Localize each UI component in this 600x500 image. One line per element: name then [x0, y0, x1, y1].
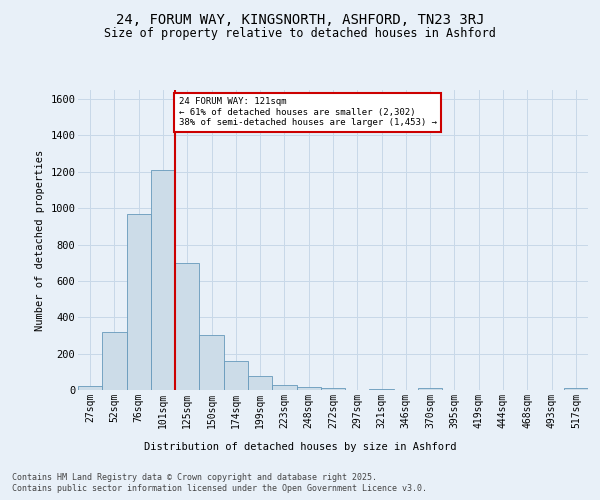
Bar	[127, 214, 151, 390]
Bar	[78, 386, 102, 390]
Bar	[272, 386, 296, 390]
Bar	[199, 334, 224, 390]
Bar	[321, 388, 345, 390]
Text: Distribution of detached houses by size in Ashford: Distribution of detached houses by size …	[144, 442, 456, 452]
Text: 24, FORUM WAY, KINGSNORTH, ASHFORD, TN23 3RJ: 24, FORUM WAY, KINGSNORTH, ASHFORD, TN23…	[116, 12, 484, 26]
Bar	[418, 388, 442, 390]
Text: Size of property relative to detached houses in Ashford: Size of property relative to detached ho…	[104, 28, 496, 40]
Bar	[296, 388, 321, 390]
Bar	[370, 389, 394, 390]
Y-axis label: Number of detached properties: Number of detached properties	[35, 150, 44, 330]
Bar	[248, 376, 272, 390]
Text: Contains public sector information licensed under the Open Government Licence v3: Contains public sector information licen…	[12, 484, 427, 493]
Bar	[564, 388, 588, 390]
Bar	[151, 170, 175, 390]
Bar	[224, 362, 248, 390]
Text: Contains HM Land Registry data © Crown copyright and database right 2025.: Contains HM Land Registry data © Crown c…	[12, 472, 377, 482]
Text: 24 FORUM WAY: 121sqm
← 61% of detached houses are smaller (2,302)
38% of semi-de: 24 FORUM WAY: 121sqm ← 61% of detached h…	[179, 98, 437, 127]
Bar	[175, 262, 199, 390]
Bar	[102, 332, 127, 390]
